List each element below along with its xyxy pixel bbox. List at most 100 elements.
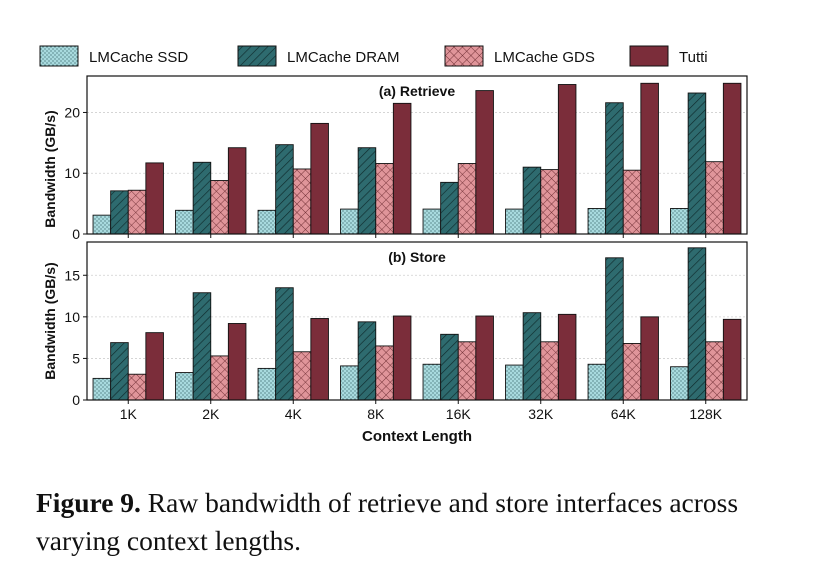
store-bar-tutti-64k	[640, 316, 659, 401]
x-axis-label: Context Length	[362, 428, 472, 445]
store-bar-lmcache-gds-16k	[457, 341, 477, 401]
store-bar-lmcache-gds-4k	[292, 351, 312, 401]
store-bar-lmcache-dram-8k	[357, 321, 377, 401]
legend-label-lmcache-dram: LMCache DRAM	[287, 49, 400, 66]
store-bar-lmcache-ssd-4k	[257, 367, 277, 401]
retrieve-bar-tutti-16k	[475, 90, 494, 235]
store-bar-tutti-128k	[722, 318, 742, 401]
retrieve-bar-tutti-4k	[310, 122, 329, 235]
store-bar-lmcache-ssd-128k	[670, 366, 689, 401]
store-bar-tutti-16k	[475, 315, 494, 401]
retrieve-bar-tutti-32k	[557, 84, 577, 235]
store-bar-lmcache-ssd-1k	[92, 377, 112, 401]
retrieve-y-axis-label: Bandwidth (GB/s)	[42, 110, 58, 227]
store-panel-title: (b) Store	[388, 249, 446, 265]
x-tick-label-64k: 64K	[611, 406, 637, 422]
store-bar-lmcache-dram-4k	[275, 287, 294, 401]
store-bar-lmcache-gds-128k	[705, 341, 724, 401]
store-bar-lmcache-ssd-32k	[505, 364, 524, 401]
retrieve-panel-title: (a) Retrieve	[379, 83, 455, 99]
retrieve-bar-lmcache-ssd-1k	[92, 214, 112, 235]
retrieve-bar-lmcache-gds-8k	[375, 163, 394, 235]
retrieve-y-tick-label: 20	[64, 104, 80, 120]
store-bar-tutti-1k	[145, 332, 164, 401]
store-bar-lmcache-gds-64k	[622, 343, 642, 401]
retrieve-bar-tutti-128k	[722, 82, 742, 235]
chart-legend: LMCache SSD LMCache DRAM LMCache GDS Tutti	[39, 45, 708, 67]
retrieve-bar-lmcache-ssd-16k	[422, 208, 442, 235]
retrieve-bar-lmcache-dram-128k	[687, 92, 707, 235]
retrieve-bar-lmcache-ssd-128k	[670, 208, 689, 235]
store-bar-lmcache-ssd-2k	[175, 372, 194, 401]
retrieve-y-tick-label: 10	[64, 165, 80, 181]
store-bar-lmcache-gds-8k	[375, 345, 394, 401]
store-y-axis-label: Bandwidth (GB/s)	[42, 262, 58, 379]
x-tick-label-1k: 1K	[120, 406, 138, 422]
retrieve-bar-lmcache-gds-1k	[127, 189, 147, 235]
store-bar-tutti-8k	[392, 315, 412, 401]
store-bar-tutti-4k	[310, 318, 329, 401]
retrieve-bar-tutti-8k	[392, 102, 412, 235]
legend-swatch-lmcache-ssd	[39, 45, 79, 67]
store-y-tick-label: 5	[72, 350, 80, 366]
store-bar-lmcache-dram-16k	[440, 333, 459, 401]
retrieve-bar-tutti-2k	[227, 147, 247, 235]
store-bar-tutti-2k	[227, 323, 247, 401]
retrieve-bar-lmcache-gds-64k	[622, 169, 642, 235]
store-bar-lmcache-dram-128k	[687, 247, 707, 401]
retrieve-bar-lmcache-gds-2k	[210, 180, 229, 235]
retrieve-bar-lmcache-gds-128k	[705, 161, 724, 235]
x-tick-label-8k: 8K	[367, 406, 385, 422]
store-y-tick-label: 0	[72, 392, 80, 408]
retrieve-bar-lmcache-ssd-32k	[505, 208, 524, 235]
retrieve-bar-tutti-64k	[640, 82, 659, 235]
retrieve-bar-lmcache-ssd-2k	[175, 209, 194, 235]
caption-label: Figure 9.	[36, 487, 141, 518]
store-bar-lmcache-dram-32k	[522, 312, 542, 401]
retrieve-bar-tutti-1k	[145, 162, 164, 235]
store-bar-lmcache-dram-1k	[110, 342, 129, 401]
retrieve-bar-lmcache-dram-8k	[357, 147, 377, 235]
figure-caption: Figure 9. Raw bandwidth of retrieve and …	[36, 484, 796, 560]
store-bar-lmcache-dram-2k	[192, 292, 212, 401]
retrieve-y-tick-label: 0	[72, 226, 80, 242]
store-bar-lmcache-gds-32k	[540, 341, 559, 401]
store-y-tick-label: 15	[64, 267, 80, 283]
store-bar-lmcache-gds-2k	[210, 355, 229, 401]
legend-label-lmcache-gds: LMCache GDS	[494, 49, 595, 66]
store-bar-lmcache-ssd-64k	[587, 363, 607, 401]
retrieve-bar-lmcache-gds-32k	[540, 169, 559, 235]
store-bar-lmcache-ssd-16k	[422, 363, 442, 401]
store-plot-frame	[86, 241, 748, 401]
retrieve-bar-lmcache-ssd-64k	[587, 208, 607, 235]
store-panel: (b) Store Bandwidth (GB/s) 0 5 10 15 1K 2K 4K 8…	[42, 241, 748, 422]
x-tick-label-16k: 16K	[446, 406, 472, 422]
retrieve-bar-lmcache-dram-16k	[440, 181, 459, 235]
retrieve-bar-lmcache-gds-16k	[457, 163, 477, 235]
retrieve-panel: (a) Retrieve Bandwidth (GB/s) 0 10 20	[42, 75, 748, 242]
store-y-tick-label: 10	[64, 309, 80, 325]
retrieve-bar-lmcache-dram-2k	[192, 161, 212, 235]
legend-swatch-tutti	[629, 45, 669, 67]
retrieve-bar-lmcache-ssd-8k	[340, 208, 359, 235]
legend-label-tutti: Tutti	[679, 49, 708, 66]
x-tick-label-32k: 32K	[528, 406, 554, 422]
retrieve-bar-lmcache-dram-32k	[522, 166, 542, 235]
store-bar-lmcache-ssd-8k	[340, 365, 359, 401]
retrieve-bar-lmcache-dram-4k	[275, 144, 294, 235]
x-tick-label-4k: 4K	[285, 406, 303, 422]
retrieve-bar-lmcache-ssd-4k	[257, 209, 277, 235]
legend-label-lmcache-ssd: LMCache SSD	[89, 49, 188, 66]
x-tick-label-2k: 2K	[202, 406, 220, 422]
legend-swatch-lmcache-gds	[444, 45, 484, 67]
retrieve-bar-lmcache-dram-1k	[110, 190, 129, 235]
x-tick-label-128k: 128K	[689, 406, 722, 422]
store-bar-lmcache-dram-64k	[605, 257, 624, 401]
caption-text: Raw bandwidth of retrieve and store inte…	[36, 487, 739, 556]
store-bar-lmcache-gds-1k	[127, 373, 147, 401]
store-bar-tutti-32k	[557, 313, 577, 401]
legend-swatch-lmcache-dram	[237, 45, 277, 67]
retrieve-bar-lmcache-dram-64k	[605, 102, 624, 235]
retrieve-bar-lmcache-gds-4k	[292, 168, 312, 235]
